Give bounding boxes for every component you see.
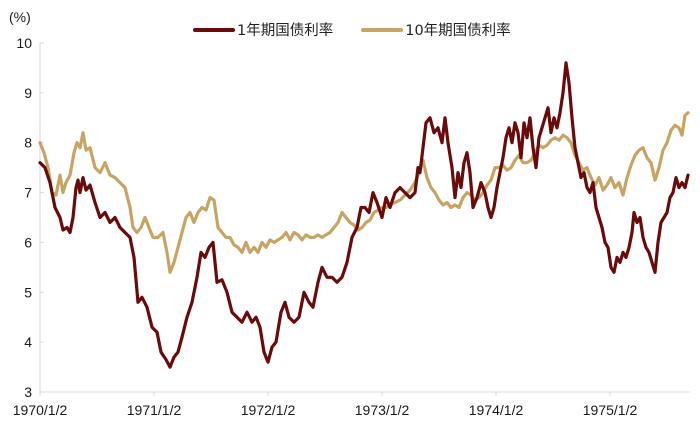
legend-label-10y: 10年期国债利率: [405, 23, 511, 39]
y-tick-label: 10: [16, 35, 32, 51]
y-tick-label: 7: [24, 185, 32, 201]
x-axis: 1970/1/2 1971/1/2 1972/1/2 1973/1/2 1974/1/2…: [13, 391, 690, 418]
legend-label-1y: 1年期国债利率: [237, 23, 334, 39]
y-axis: 3 4 5 6 7 8 9 10: [16, 35, 44, 400]
y-tick-label: 5: [24, 284, 32, 300]
x-tick-label: 1970/1/2: [13, 402, 68, 418]
legend-item-1y: 1年期国债利率: [193, 19, 333, 40]
x-tick-label: 1973/1/2: [355, 402, 410, 418]
y-axis-unit-label: (%): [9, 9, 31, 25]
y-tick-label: 9: [24, 85, 32, 101]
x-tick-label: 1974/1/2: [469, 402, 524, 418]
y-tick-label: 8: [24, 135, 32, 151]
x-tick-label: 1975/1/2: [583, 402, 638, 418]
legend-swatch-1y-icon: [193, 27, 235, 32]
x-tick-label: 1971/1/2: [127, 402, 182, 418]
series-line: [38, 61, 690, 369]
y-tick-label: 4: [24, 334, 32, 350]
y-tick-label: 6: [24, 234, 32, 250]
legend: 1年期国债利率 10年期国债利率: [193, 19, 511, 40]
x-tick-label: 1972/1/2: [241, 402, 296, 418]
legend-swatch-10y-icon: [361, 27, 404, 32]
y-tick-label: 3: [24, 384, 32, 400]
series-layer: [38, 61, 690, 369]
legend-item-10y: 10年期国债利率: [361, 19, 511, 40]
series-line: [38, 111, 690, 274]
